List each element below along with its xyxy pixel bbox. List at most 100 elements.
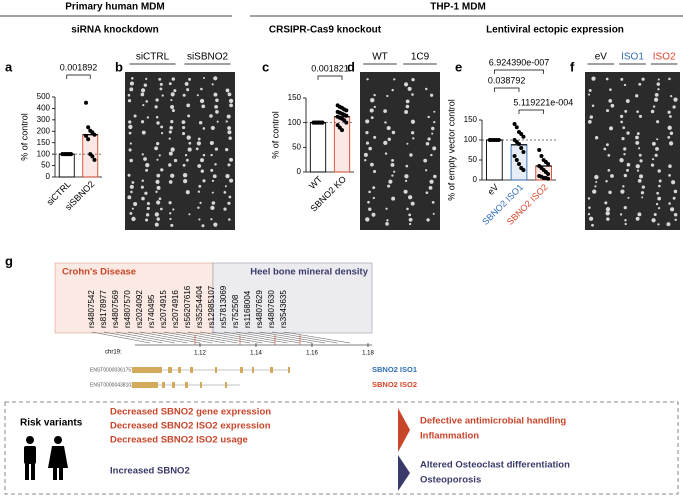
- y-tick-label: 50: [468, 155, 477, 164]
- colony: [211, 83, 214, 86]
- colony: [620, 120, 623, 124]
- colony: [209, 114, 213, 118]
- colony: [606, 217, 610, 221]
- y-tick-label: 100: [37, 149, 51, 158]
- colony: [146, 206, 150, 211]
- colony: [427, 115, 430, 119]
- colony: [391, 130, 396, 135]
- snp-label: rs2074915: [159, 290, 168, 328]
- colony: [155, 98, 159, 102]
- colony: [605, 180, 608, 183]
- data-point: [90, 154, 95, 159]
- colony: [656, 82, 661, 86]
- colony: [638, 114, 643, 118]
- colony: [214, 147, 219, 151]
- colony: [186, 135, 191, 140]
- colony: [623, 152, 626, 156]
- colony: [128, 131, 132, 135]
- data-point: [537, 148, 542, 152]
- colony: [156, 141, 160, 146]
- data-point: [344, 108, 349, 113]
- colony: [408, 217, 413, 222]
- y-tick-label: 0: [473, 175, 478, 184]
- region-box: [54, 262, 214, 334]
- colony: [639, 159, 643, 163]
- colony: [158, 77, 162, 81]
- colony: [213, 92, 218, 97]
- colony: [635, 135, 639, 140]
- colony: [197, 137, 201, 141]
- colony: [587, 120, 592, 124]
- colony: [672, 196, 676, 200]
- colony: [430, 93, 434, 97]
- y-tick-label: 150: [288, 93, 302, 102]
- colony: [196, 94, 199, 97]
- colony: [225, 174, 230, 179]
- colony: [656, 138, 659, 141]
- colony: [365, 119, 370, 124]
- colony: [638, 82, 642, 86]
- colony: [168, 151, 173, 156]
- colony: [641, 185, 645, 189]
- colony: [171, 77, 176, 81]
- colony: [159, 87, 163, 91]
- p-value: 0.001892: [60, 62, 98, 72]
- colony: [623, 83, 627, 87]
- colony: [201, 104, 206, 109]
- lane-label: siSBNO2: [187, 52, 229, 63]
- colony: [373, 135, 377, 139]
- snp-connector: [235, 331, 301, 344]
- colony: [365, 131, 369, 135]
- colony: [370, 162, 374, 167]
- snp-connector: [199, 331, 263, 344]
- colony: [143, 157, 147, 161]
- transcript-id: ENST00000361757: [90, 367, 134, 373]
- plate-image: [585, 72, 680, 230]
- snp-connector: [91, 331, 151, 344]
- p-value: 5.119221e-004: [513, 97, 573, 107]
- colony: [156, 121, 160, 125]
- colony: [624, 219, 627, 222]
- colony: [185, 190, 190, 195]
- data-point: [84, 100, 89, 105]
- colony: [185, 158, 189, 162]
- colony: [370, 116, 374, 120]
- colony: [228, 195, 232, 199]
- colony: [161, 94, 164, 97]
- colony: [609, 126, 614, 131]
- y-tick-label: 300: [37, 115, 51, 124]
- colony: [227, 163, 231, 167]
- colony: [670, 94, 673, 98]
- colony: [373, 170, 377, 174]
- colony: [390, 162, 395, 167]
- colony: [627, 196, 630, 199]
- colony: [143, 83, 148, 87]
- colony: [432, 146, 437, 151]
- data-point: [68, 152, 73, 157]
- colony: [182, 132, 186, 136]
- colony: [128, 120, 132, 124]
- panel-letter: a: [5, 59, 13, 74]
- colony: [173, 89, 177, 93]
- colony: [637, 212, 642, 217]
- colony: [227, 130, 232, 135]
- snp-label: rs4807570: [123, 290, 132, 328]
- chevron: [398, 455, 410, 491]
- colony: [385, 221, 389, 226]
- colony: [670, 207, 675, 212]
- colony: [607, 153, 611, 157]
- colony: [215, 110, 219, 114]
- colony: [227, 126, 232, 130]
- colony: [635, 94, 639, 98]
- colony: [200, 169, 205, 173]
- colony: [229, 103, 233, 108]
- colony: [146, 116, 150, 119]
- snp-connector: [283, 331, 351, 344]
- colony: [155, 179, 160, 184]
- colony: [144, 191, 148, 195]
- data-point: [539, 154, 544, 158]
- colony: [425, 87, 428, 91]
- colony: [227, 201, 231, 205]
- snp-label: rs3543635: [279, 290, 288, 328]
- colony: [156, 217, 160, 221]
